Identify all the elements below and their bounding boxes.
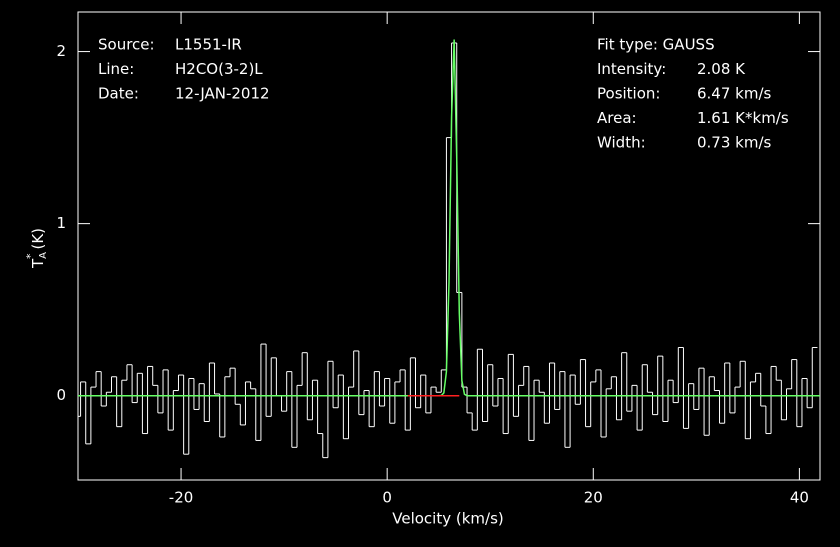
- fit-label: Width:: [597, 134, 646, 152]
- y-axis-label: TA* (K): [24, 228, 49, 269]
- fit-value: 0.73 km/s: [697, 134, 772, 152]
- fit-label: Area:: [597, 109, 637, 127]
- x-axis-label: Velocity (km/s): [392, 510, 503, 528]
- x-tick-label: 0: [382, 489, 392, 507]
- y-tick-label: 0: [56, 386, 66, 404]
- fit-label: Position:: [597, 85, 660, 103]
- fit-value: 1.61 K*km/s: [697, 109, 789, 127]
- annotation-label: Source:: [98, 36, 155, 54]
- y-label-sub: A: [38, 252, 49, 259]
- annotation-value: L1551-IR: [175, 36, 242, 54]
- fit-label: Intensity:: [597, 60, 666, 78]
- x-tick-label: 40: [790, 489, 809, 507]
- x-tick-label: 20: [584, 489, 603, 507]
- fit-label: Fit type: GAUSS: [597, 36, 715, 54]
- fit-value: 6.47 km/s: [697, 85, 772, 103]
- y-tick-label: 1: [56, 214, 66, 232]
- frame: [77, 11, 821, 481]
- fit-value: 2.08 K: [697, 60, 746, 78]
- y-label-unit: (K): [29, 228, 47, 250]
- y-label-sup: *: [24, 253, 37, 259]
- annotation-label: Date:: [98, 85, 139, 103]
- annotation-value: 12-JAN-2012: [175, 85, 270, 103]
- x-tick-label: -20: [169, 489, 194, 507]
- y-label-main: T: [29, 258, 47, 269]
- annotation-label: Line:: [98, 60, 134, 78]
- annotation-value: H2CO(3-2)L: [175, 60, 263, 78]
- y-tick-label: 2: [56, 42, 66, 60]
